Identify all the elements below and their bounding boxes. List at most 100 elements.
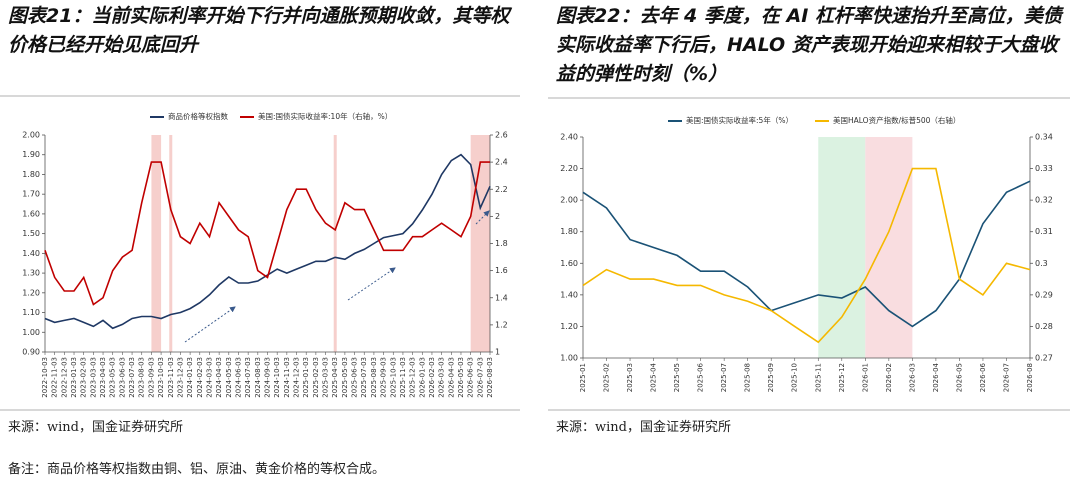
y2-tick-label: 1.4 (495, 293, 508, 302)
source: 来源：wind，国金证券研究所 (8, 420, 183, 435)
y-tick-label: 1.70 (22, 190, 40, 199)
x-tick-label: 2024-04-03 (215, 357, 223, 398)
x-tick-label: 2023-08-03 (138, 357, 146, 398)
x-tick-label: 2024-12-03 (293, 357, 301, 398)
series-line (44, 161, 490, 306)
source: 来源：wind，国金证券研究所 (556, 420, 731, 435)
y2-tick-label: 1.8 (495, 239, 508, 248)
x-tick-label: 2025-10-03 (389, 357, 397, 398)
x-tick-label: 2025-03 (626, 363, 634, 392)
y2-tick-label: 0.32 (1035, 196, 1053, 205)
x-tick-label: 2025-09-03 (380, 357, 388, 398)
x-tick-label: 2026-05 (955, 363, 963, 392)
x-tick-label: 2025-02 (603, 363, 611, 392)
y-tick-label: 0.90 (22, 348, 40, 357)
x-tick-label: 2023-03-03 (89, 357, 97, 398)
x-tick-label: 2025-01-03 (302, 357, 310, 398)
x-tick-label: 2025-08-03 (370, 357, 378, 398)
x-tick-label: 2024-08-03 (254, 357, 262, 398)
y-tick-label: 1.50 (22, 229, 40, 238)
x-tick-label: 2024-01-03 (186, 357, 194, 398)
trend-arrow (184, 306, 236, 343)
x-tick-label: 2025-08 (744, 363, 752, 392)
x-tick-label: 2026-06-03 (467, 357, 475, 398)
x-tick-label: 2026-02-03 (428, 357, 436, 398)
legend-label: 美国:国债实际收益率:10年（右轴，%） (258, 111, 392, 121)
highlight-band (169, 135, 173, 352)
x-tick-label: 2026-06 (979, 362, 987, 392)
x-tick-label: 2024-07-03 (244, 357, 252, 398)
x-tick-label: 2023-12-03 (176, 357, 184, 398)
series-line (44, 153, 491, 330)
legend-label: 美国HALO资产指数/标普500（右轴） (833, 115, 960, 125)
x-tick-label: 2026-07 (1002, 363, 1010, 392)
x-tick-label: 2025-04 (650, 362, 658, 392)
plots: 0.901.001.101.201.301.401.501.601.701.80… (22, 111, 1053, 398)
x-tick-label: 2024-05-03 (225, 357, 233, 398)
x-tick-label: 2025-12-03 (409, 357, 417, 398)
y2-tick-label: 0.33 (1035, 164, 1053, 173)
highlight-band (470, 135, 490, 352)
x-tick-label: 2025-06 (697, 362, 705, 392)
y-tick-label: 2.00 (22, 131, 40, 140)
x-tick-label: 2024-06-03 (234, 357, 242, 398)
y-tick-label: 1.80 (22, 170, 40, 179)
y2-tick-label: 0.29 (1035, 290, 1053, 299)
x-tick-label: 2026-08 (1026, 363, 1034, 392)
x-tick-label: 2023-09-03 (147, 357, 155, 398)
x-tick-label: 2025-09 (767, 363, 775, 392)
x-tick-label: 2025-07 (720, 363, 728, 392)
y2-tick-label: 1.2 (495, 320, 508, 329)
x-tick-label: 2025-11-03 (399, 357, 407, 398)
x-tick-label: 2026-04-03 (447, 357, 455, 398)
x-tick-label: 2023-07-03 (128, 357, 136, 398)
y-tick-label: 2.00 (560, 196, 578, 205)
x-tick-label: 2026-03-03 (438, 357, 446, 398)
y-tick-label: 1.80 (560, 227, 578, 236)
y-tick-label: 1.60 (560, 259, 578, 268)
y-tick-label: 2.40 (560, 133, 578, 142)
highlight-band (333, 135, 337, 352)
chart-title: 图表22：去年 4 季度，在 AI 杠杆率快速抬升至高位，美债实际收益率下行后，… (556, 5, 1062, 85)
y2-tick-label: 0.27 (1035, 354, 1053, 363)
x-tick-label: 2024-03-03 (205, 357, 213, 398)
y2-tick-label: 0.28 (1035, 322, 1053, 331)
y2-tick-label: 2 (495, 212, 500, 221)
y2-tick-label: 0.34 (1035, 133, 1053, 142)
y2-tick-label: 1.6 (495, 266, 508, 275)
x-tick-label: 2025-11 (814, 363, 822, 392)
x-tick-label: 2024-10-03 (273, 357, 281, 398)
x-tick-label: 2023-11-03 (167, 357, 175, 398)
x-tick-label: 2026-01 (861, 363, 869, 392)
y-tick-label: 1.90 (22, 150, 40, 159)
x-tick-label: 2026-07-03 (476, 357, 484, 398)
y2-tick-label: 2.2 (495, 185, 508, 194)
x-tick-label: 2024-11-03 (283, 357, 291, 398)
x-tick-label: 2025-04-03 (331, 357, 339, 398)
y-tick-label: 1.20 (560, 322, 578, 331)
highlight-band (151, 135, 162, 352)
x-tick-label: 2023-04-03 (99, 357, 107, 398)
trend-arrow (475, 210, 490, 225)
x-tick-label: 2022-11-03 (51, 357, 59, 398)
x-tick-label: 2023-10-03 (157, 357, 165, 398)
x-tick-label: 2025-02-03 (312, 357, 320, 398)
y2-tick-label: 1 (495, 348, 500, 357)
x-tick-label: 2025-01 (579, 363, 587, 392)
x-tick-label: 2026-02 (885, 363, 893, 392)
series-line (582, 180, 1031, 328)
x-tick-label: 2025-06-03 (351, 357, 359, 398)
trend-arrow (347, 267, 396, 301)
x-tick-label: 2026-01-03 (418, 357, 426, 398)
series-line (582, 167, 1031, 344)
y-tick-label: 1.40 (22, 249, 40, 258)
x-tick-label: 2023-05-03 (109, 357, 117, 398)
note: 备注：商品价格等权指数由铜、铝、原油、黄金价格的等权合成。 (8, 462, 386, 477)
x-tick-label: 2026-05-03 (457, 357, 465, 398)
y2-tick-label: 2.6 (495, 131, 508, 140)
y-tick-label: 1.40 (560, 290, 578, 299)
y-tick-label: 1.10 (22, 308, 40, 317)
x-tick-label: 2023-02-03 (80, 357, 88, 398)
